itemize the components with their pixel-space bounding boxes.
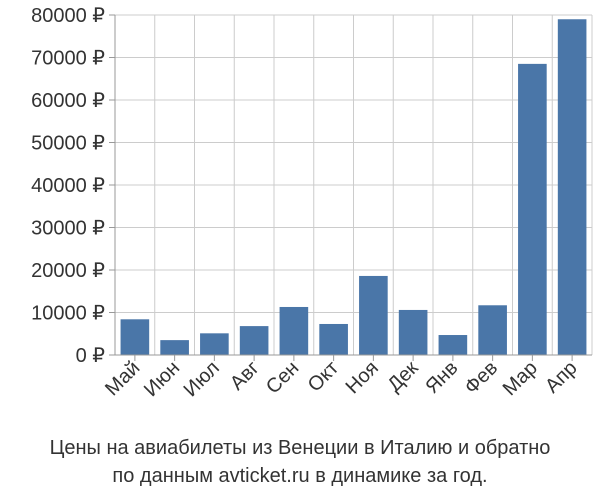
bar-8 [398,309,428,355]
x-tick-label: Авг [226,357,264,395]
x-tick-label: Дек [383,357,422,396]
y-tick-label: 20000 ₽ [31,260,105,282]
x-tick-label: Янв [421,357,462,398]
bars [120,19,587,355]
y-tick-label: 60000 ₽ [31,90,105,112]
y-tick-label: 50000 ₽ [31,133,105,155]
bar-1 [120,319,150,355]
chart-caption-line-1: Цены на авиабилеты из Венеции в Италию и… [49,437,551,459]
bar-11 [518,63,547,355]
bar-9 [438,335,468,355]
x-tick-label: Июн [140,357,184,401]
bar-7 [359,275,388,355]
grid-lines [114,14,593,356]
y-tick-label: 80000 ₽ [31,5,105,27]
bar-3 [200,333,229,355]
x-tick-label: Ноя [342,357,383,398]
bar-12 [557,19,587,355]
y-tick-label: 40000 ₽ [31,175,105,197]
y-tick-label: 10000 ₽ [31,303,105,325]
bar-4 [239,326,269,355]
bar-6 [319,323,348,355]
y-tick-label: 70000 ₽ [31,48,105,70]
price-bar-chart: 0 ₽ 10000 ₽ 20000 ₽ 30000 ₽ 40000 ₽ 50000 ₽ 60… [31,5,593,401]
axes [109,14,592,361]
x-tick-label: Май [101,357,144,400]
x-tick-label: Окт [304,357,343,396]
y-tick-label: 30000 ₽ [31,218,105,240]
chart-caption-line-2: по данным avticket.ru в динамике за год. [112,465,488,487]
x-tick-label: Июл [180,357,224,401]
bar-2 [160,340,189,355]
x-tick-label: Фев [460,357,502,399]
y-tick-labels: 0 ₽ 10000 ₽ 20000 ₽ 30000 ₽ 40000 ₽ 50000 ₽ 60… [31,5,105,367]
bar-10 [478,305,507,355]
bar-5 [279,306,309,355]
x-tick-label: Мар [499,357,542,400]
y-tick-label: 0 ₽ [76,345,106,367]
x-tick-label: Сен [262,357,303,398]
x-tick-label: Апр [541,357,582,398]
